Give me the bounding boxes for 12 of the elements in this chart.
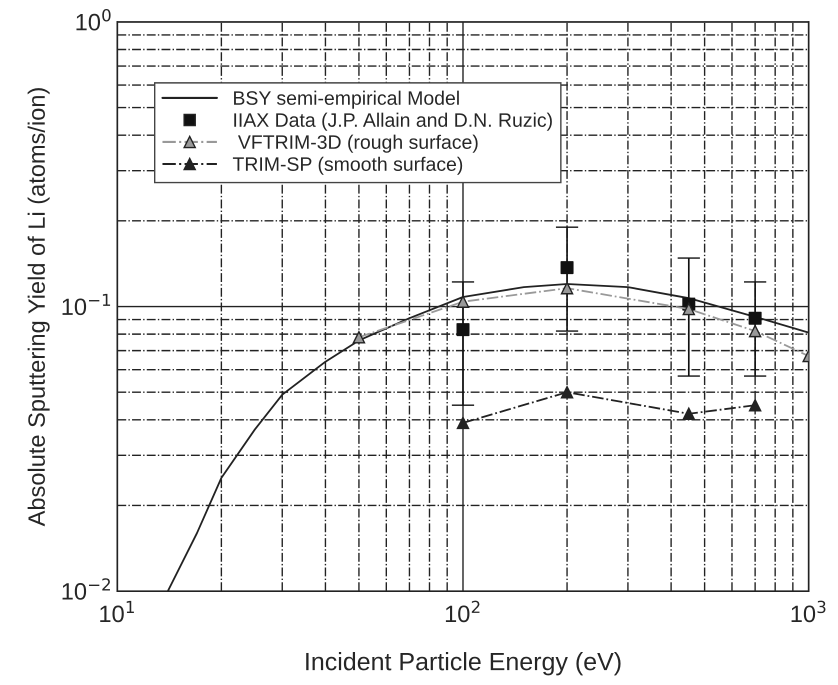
y-axis-title: Absolute Sputtering Yield of Li (atoms/ion) [28,88,50,526]
legend-label: IIAX Data (J.P. Allain and D.N. Ruzic) [234,112,552,131]
legend-label: TRIM-SP (smooth surface) [232,156,462,175]
y-tick-label: 10$^{0}$ [76,8,111,31]
x-tick-label: 10$^{1}$ [100,600,134,622]
y-tick-label: 10$^{−2}$ [62,578,110,600]
y-tick-label: 10$^{−1}$ [62,294,110,316]
legend-label: BSY semi-empirical Model [234,90,459,109]
x-axis-title: Incident Particle Energy (eV) [306,652,621,676]
legend-label: VFTRIM-3D (rough surface) [238,134,478,153]
x-tick-label: 10$^{3}$ [792,600,826,622]
x-tick-label: 10$^{2}$ [446,600,480,622]
